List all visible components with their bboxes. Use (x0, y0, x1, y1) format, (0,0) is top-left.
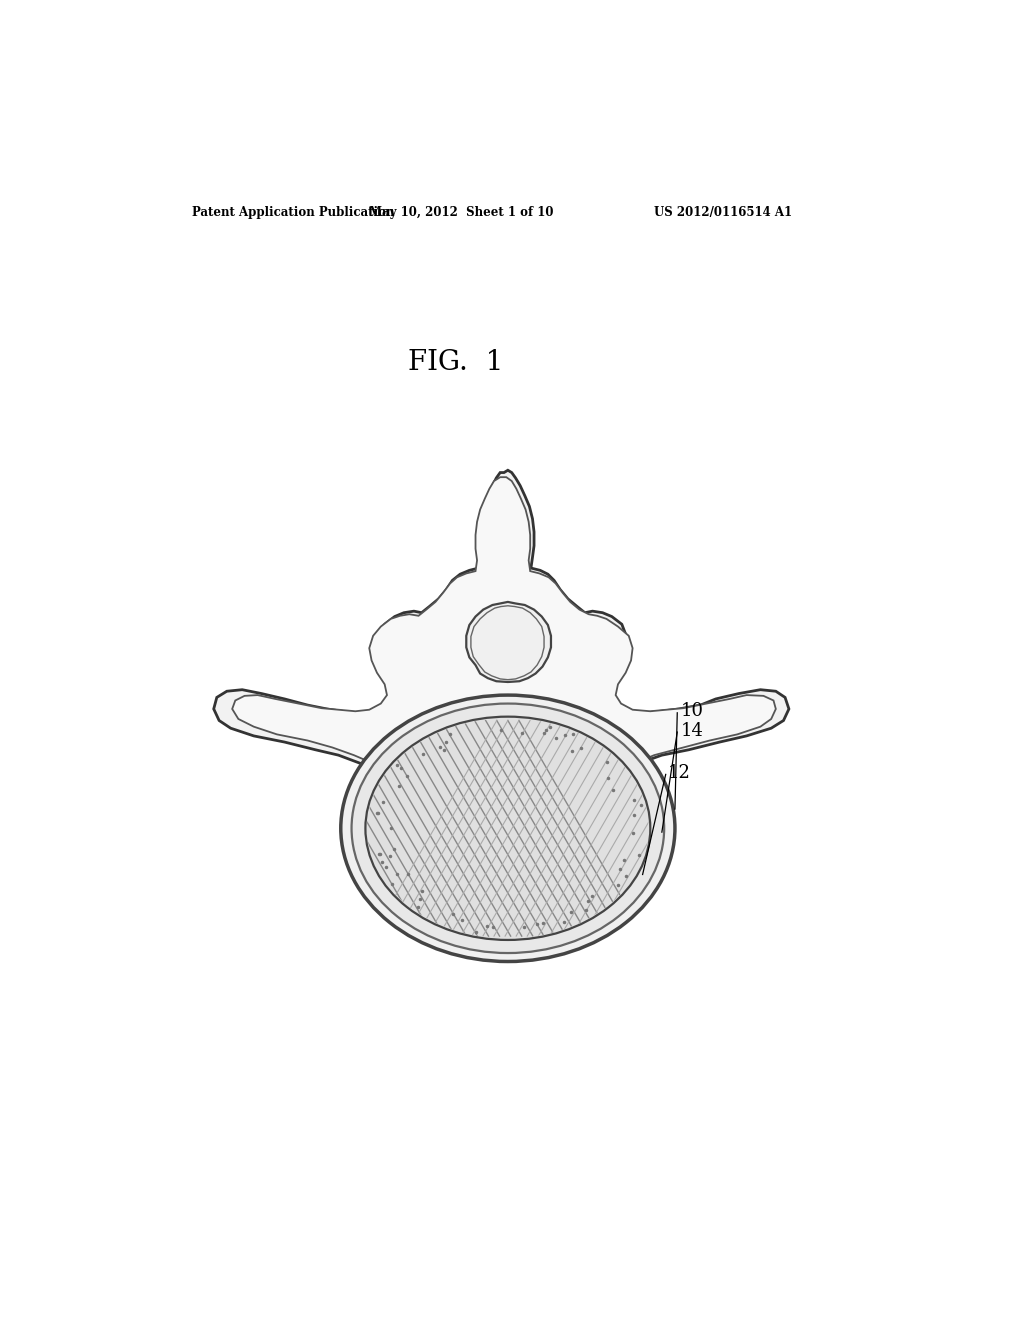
Text: 10: 10 (681, 702, 705, 721)
Polygon shape (214, 470, 788, 807)
Text: 12: 12 (668, 764, 691, 781)
Text: 14: 14 (681, 722, 703, 739)
Text: FIG.  1: FIG. 1 (408, 350, 503, 376)
Ellipse shape (341, 696, 675, 961)
Polygon shape (471, 606, 544, 680)
Polygon shape (232, 478, 776, 804)
Polygon shape (466, 602, 551, 682)
Ellipse shape (366, 717, 650, 940)
Text: Patent Application Publication: Patent Application Publication (193, 206, 394, 219)
Ellipse shape (351, 704, 665, 953)
Text: US 2012/0116514 A1: US 2012/0116514 A1 (654, 206, 793, 219)
Text: May 10, 2012  Sheet 1 of 10: May 10, 2012 Sheet 1 of 10 (370, 206, 554, 219)
